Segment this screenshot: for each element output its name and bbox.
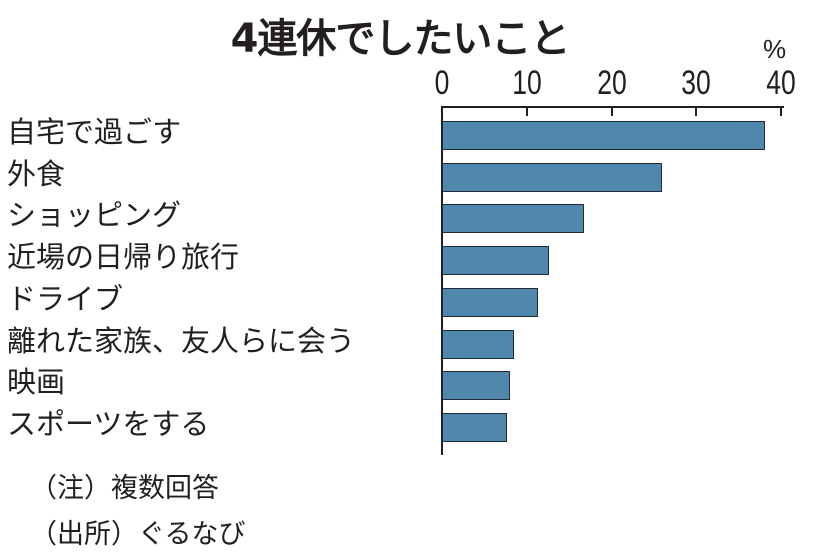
category-label: ショッピング: [7, 198, 182, 233]
category-label: 外食: [7, 156, 66, 191]
x-tick-label: 20: [596, 64, 627, 102]
note-source: （出所）ぐるなび: [30, 519, 246, 550]
x-tick-label: 30: [681, 64, 712, 102]
x-tick-mark: [610, 106, 613, 116]
note-multiple-answers: （注）複数回答: [30, 473, 219, 504]
category-label: 映画: [7, 365, 66, 400]
x-tick-label: 40: [766, 64, 796, 102]
x-tick-mark: [525, 106, 528, 116]
x-tick-label: 0: [434, 64, 450, 102]
category-label: 離れた家族、友人らに会う: [7, 323, 356, 358]
bar: [442, 412, 508, 442]
bar: [442, 329, 514, 359]
y-axis-line: [441, 106, 443, 455]
category-label: ドライブ: [7, 281, 124, 316]
bar: [442, 287, 538, 317]
chart-title: 4連休でしたいこと: [230, 16, 571, 62]
x-tick-mark: [695, 106, 698, 116]
unit-label: %: [763, 34, 787, 64]
x-tick-mark: [780, 106, 782, 116]
bar: [442, 162, 663, 192]
bar: [442, 371, 510, 401]
bar: [442, 204, 585, 234]
category-label: 自宅で過ごす: [7, 115, 182, 149]
bar: [442, 246, 549, 276]
x-axis-line: [442, 106, 784, 108]
category-label: スポーツをする: [7, 406, 210, 441]
x-tick-label: 10: [511, 64, 542, 102]
category-label: 近場の日帰り旅行: [7, 240, 240, 275]
bar: [442, 121, 765, 150]
